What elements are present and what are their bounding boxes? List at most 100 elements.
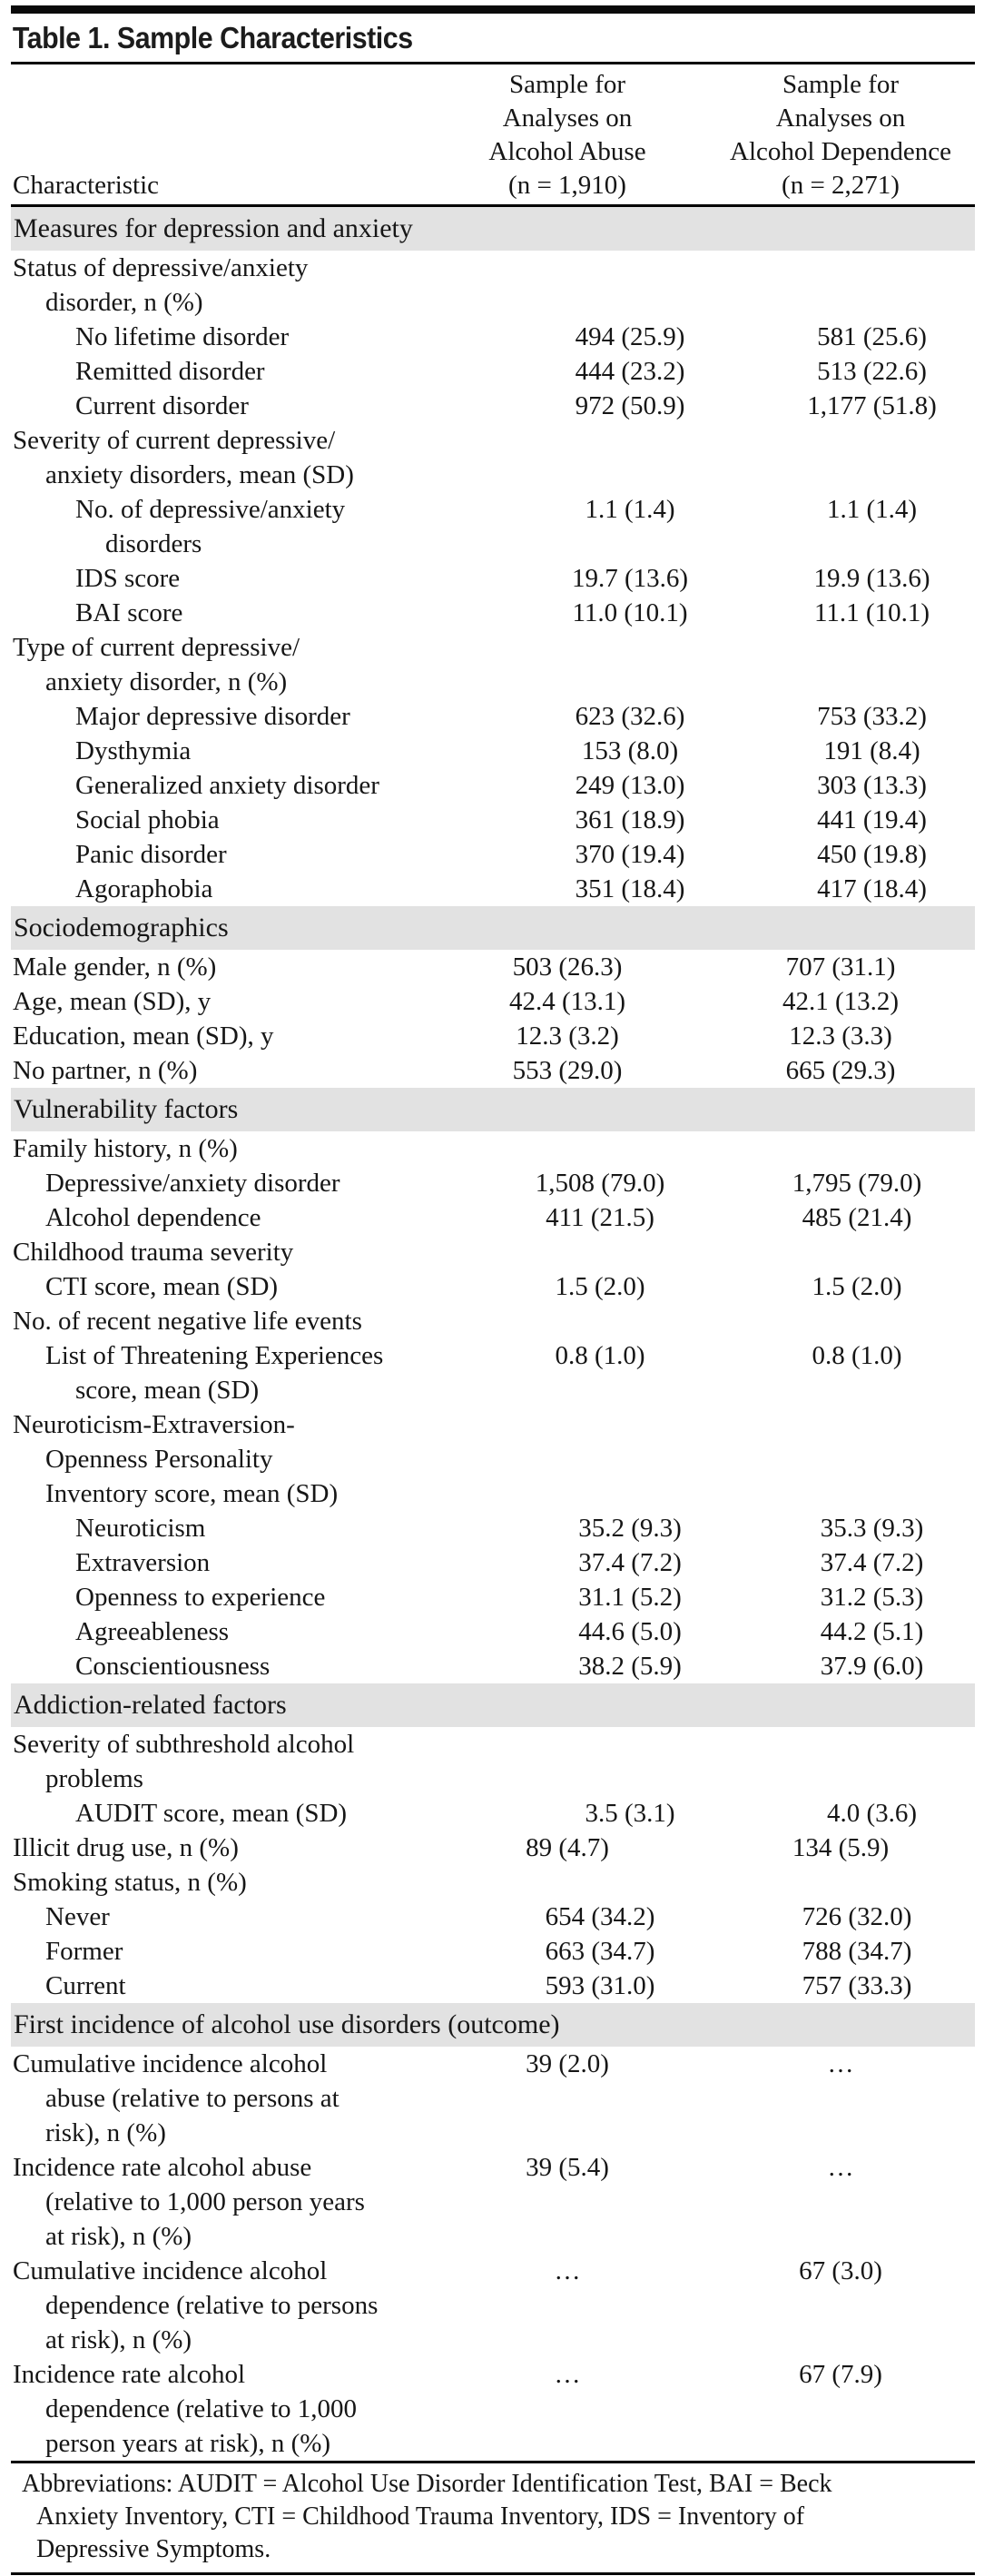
value-alcohol-abuse: 654 (34.2): [545, 1902, 655, 1931]
value-alcohol-abuse: 1,508 (79.0): [535, 1169, 665, 1198]
value-alcohol-dependence: 31.2 (5.3): [820, 1583, 924, 1612]
table-row: (relative to 1,000 person years: [11, 2185, 975, 2219]
row-label: Generalized anxiety disorder: [75, 771, 379, 800]
value-alcohol-abuse: …: [554, 2256, 581, 2285]
row-label: Remitted disorder: [75, 357, 265, 386]
table-row: Severity of current depressive/: [11, 423, 975, 458]
section-band-label: First incidence of alcohol use disorders…: [14, 2009, 560, 2039]
row-label: Severity of subthreshold alcohol: [13, 1730, 355, 1759]
col-dependence-line: Analyses on: [775, 104, 906, 133]
value-alcohol-abuse: [461, 665, 739, 699]
table-row: Alcohol dependence 411 (21.5) 485 (21.4): [11, 1200, 975, 1235]
col-dependence-line: Alcohol Dependence: [730, 137, 951, 166]
row-label: Neuroticism: [75, 1514, 206, 1543]
table-row: person years at risk), n (%): [11, 2426, 975, 2461]
row-label: problems: [45, 1764, 143, 1793]
col-dependence-line: (n = 2,271): [782, 171, 900, 200]
table-row: Age, mean (SD), y 42.4 (13.1) 42.1 (13.2…: [11, 984, 975, 1019]
value-alcohol-dependence: 1,177 (51.8): [807, 391, 937, 420]
value-alcohol-dependence: [769, 1373, 975, 1407]
value-alcohol-abuse: 11.0 (10.1): [572, 598, 688, 627]
table-row: Neuroticism 35.2 (9.3) 35.3 (9.3): [11, 1511, 975, 1545]
value-alcohol-abuse: 35.2 (9.3): [578, 1514, 682, 1543]
col-abuse-line: Analyses on: [502, 104, 633, 133]
table-row: dependence (relative to persons: [11, 2288, 975, 2323]
value-alcohol-dependence: [706, 1727, 975, 1762]
value-alcohol-dependence: [739, 2426, 975, 2461]
table-row: Former 663 (34.7) 788 (34.7): [11, 1934, 975, 1969]
value-alcohol-dependence: 37.4 (7.2): [820, 1548, 924, 1577]
value-alcohol-dependence: [739, 2185, 975, 2219]
table-row: Depressive/anxiety disorder 1,508 (79.0)…: [11, 1166, 975, 1200]
table-row: Inventory score, mean (SD): [11, 1476, 975, 1511]
section-band-label: Sociodemographics: [14, 913, 229, 943]
value-alcohol-dependence: [739, 2081, 975, 2116]
value-alcohol-dependence: [706, 251, 975, 285]
table-row: Openness Personality: [11, 1442, 975, 1476]
row-label: anxiety disorder, n (%): [45, 667, 288, 696]
table-row: Neuroticism-Extraversion-: [11, 1407, 975, 1442]
value-alcohol-dependence: 1.1 (1.4): [826, 495, 918, 524]
table-row: Social phobia 361 (18.9) 441 (19.4): [11, 803, 975, 837]
value-alcohol-abuse: [461, 285, 739, 320]
value-alcohol-abuse: 494 (25.9): [575, 322, 685, 351]
col-abuse-line: (n = 1,910): [508, 171, 626, 200]
row-label: Family history, n (%): [13, 1134, 238, 1163]
value-alcohol-abuse: 12.3 (3.2): [516, 1022, 619, 1051]
value-alcohol-abuse: 31.1 (5.2): [578, 1583, 682, 1612]
table-row: No. of depressive/anxiety 1.1 (1.4) 1.1 …: [11, 492, 975, 527]
row-label: Incidence rate alcohol abuse: [13, 2153, 312, 2182]
col-dependence-line: Sample for: [782, 70, 900, 99]
value-alcohol-dependence: 11.1 (10.1): [814, 598, 930, 627]
value-alcohol-dependence: [739, 2323, 975, 2357]
value-alcohol-dependence: 35.3 (9.3): [820, 1514, 924, 1543]
table-title: Table 1. Sample Characteristics: [12, 21, 413, 54]
table-row: Family history, n (%): [11, 1131, 975, 1166]
value-alcohol-dependence: [739, 458, 975, 492]
table-row: Conscientiousness 38.2 (5.9) 37.9 (6.0): [11, 1649, 975, 1683]
table-body: Measures for depression and anxiety Stat…: [11, 207, 975, 2461]
row-label: score, mean (SD): [75, 1376, 260, 1405]
value-alcohol-dependence: [706, 1865, 975, 1900]
value-alcohol-abuse: 1.1 (1.4): [585, 495, 675, 524]
value-alcohol-abuse: [428, 1727, 706, 1762]
value-alcohol-dependence: [706, 423, 975, 458]
value-alcohol-abuse: …: [554, 2360, 581, 2389]
value-alcohol-dependence: 665 (29.3): [785, 1056, 896, 1085]
table-row: Dysthymia 153 (8.0) 191 (8.4): [11, 734, 975, 768]
row-label: No. of depressive/anxiety: [75, 495, 346, 524]
row-label: Conscientiousness: [75, 1652, 271, 1681]
value-alcohol-abuse: [428, 630, 706, 665]
value-alcohol-dependence: [706, 630, 975, 665]
row-label: Never: [45, 1902, 110, 1931]
value-alcohol-abuse: [428, 1865, 706, 1900]
value-alcohol-abuse: 19.7 (13.6): [571, 564, 689, 593]
value-alcohol-dependence: [739, 1442, 975, 1476]
row-label: abuse (relative to persons at: [45, 2084, 339, 2113]
value-alcohol-dependence: [739, 1476, 975, 1511]
value-alcohol-dependence: [739, 2392, 975, 2426]
row-label: Male gender, n (%): [13, 952, 217, 982]
value-alcohol-abuse: 89 (4.7): [526, 1833, 609, 1862]
row-label: Openness Personality: [45, 1445, 273, 1474]
value-alcohol-abuse: 351 (18.4): [575, 874, 685, 903]
value-alcohol-abuse: 623 (32.6): [575, 702, 685, 731]
row-label: No lifetime disorder: [75, 322, 290, 351]
row-label: Cumulative incidence alcohol: [13, 2049, 328, 2078]
value-alcohol-dependence: 67 (7.9): [799, 2360, 882, 2389]
row-label: Severity of current depressive/: [13, 426, 336, 455]
table-row: Current 593 (31.0) 757 (33.3): [11, 1969, 975, 2003]
row-label: at risk), n (%): [45, 2325, 192, 2354]
table-row: Panic disorder 370 (19.4) 450 (19.8): [11, 837, 975, 872]
value-alcohol-abuse: [428, 423, 706, 458]
table-row: problems: [11, 1762, 975, 1796]
value-alcohol-abuse: [428, 1407, 706, 1442]
section-band: Vulnerability factors: [11, 1088, 975, 1131]
section-rows: Severity of subthreshold alcohol problem…: [11, 1727, 975, 2003]
row-label: person years at risk), n (%): [45, 2429, 331, 2458]
value-alcohol-dependence: 513 (22.6): [817, 357, 927, 386]
value-alcohol-dependence: [739, 2219, 975, 2254]
table-row: at risk), n (%): [11, 2219, 975, 2254]
value-alcohol-dependence: 134 (5.9): [792, 1833, 890, 1862]
value-alcohol-abuse: 411 (21.5): [546, 1203, 654, 1232]
